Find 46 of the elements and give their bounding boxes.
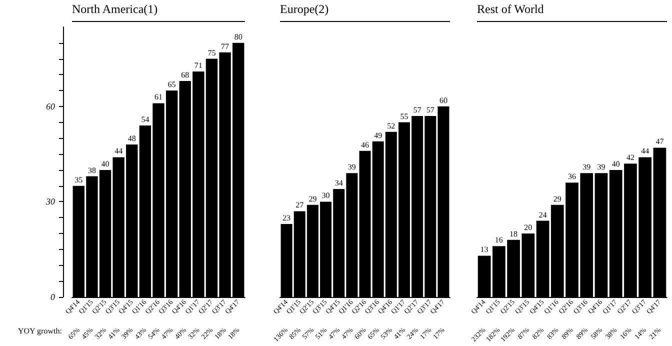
data-label: 65 — [168, 80, 176, 90]
y-tick-label: 0 — [50, 292, 56, 302]
data-label: 29 — [553, 194, 562, 204]
data-label: 30 — [322, 191, 330, 200]
y-tick-label: 60 — [46, 101, 56, 112]
data-label: 13 — [480, 245, 488, 254]
data-label: 34 — [334, 178, 343, 188]
data-label: 35 — [74, 175, 83, 184]
data-label: 39 — [582, 162, 591, 172]
data-label: 27 — [296, 200, 304, 210]
chart-title: Europe(2) — [280, 2, 450, 22]
data-label: 24 — [538, 210, 547, 220]
data-label: 44 — [641, 146, 650, 156]
chart-title: Rest of World — [477, 2, 667, 22]
data-label: 20 — [524, 222, 532, 232]
data-label: 29 — [308, 194, 317, 204]
data-label: 54 — [141, 114, 150, 124]
data-label: 77 — [221, 42, 230, 51]
data-label: 16 — [494, 236, 503, 245]
data-label: 46 — [361, 140, 369, 150]
data-label: 60 — [439, 96, 448, 105]
data-label: 75 — [208, 48, 216, 58]
y-tick-label: 30 — [45, 196, 56, 207]
data-label: 47 — [656, 137, 664, 146]
data-label: 40 — [612, 159, 620, 168]
data-label: 42 — [626, 153, 634, 162]
data-label: 48 — [128, 134, 136, 144]
data-label: 44 — [114, 146, 123, 156]
data-label: 36 — [568, 172, 576, 182]
data-label: 49 — [374, 130, 382, 140]
data-label: 57 — [426, 105, 434, 114]
data-label: 61 — [154, 92, 162, 102]
chart-title: North America(1) — [72, 2, 245, 22]
data-label: 38 — [88, 166, 96, 175]
data-label: 68 — [181, 70, 190, 80]
data-label: 80 — [234, 32, 242, 42]
data-label: 55 — [400, 112, 408, 121]
data-label: 39 — [348, 162, 356, 172]
data-label: 40 — [101, 159, 110, 168]
data-label: 52 — [387, 121, 396, 130]
data-label: 71 — [194, 60, 202, 70]
data-label: 39 — [597, 162, 606, 172]
text: YOY growth: — [18, 326, 62, 336]
data-label: 18 — [510, 229, 518, 238]
data-label: 23 — [282, 213, 291, 222]
data-label: 57 — [413, 105, 422, 114]
